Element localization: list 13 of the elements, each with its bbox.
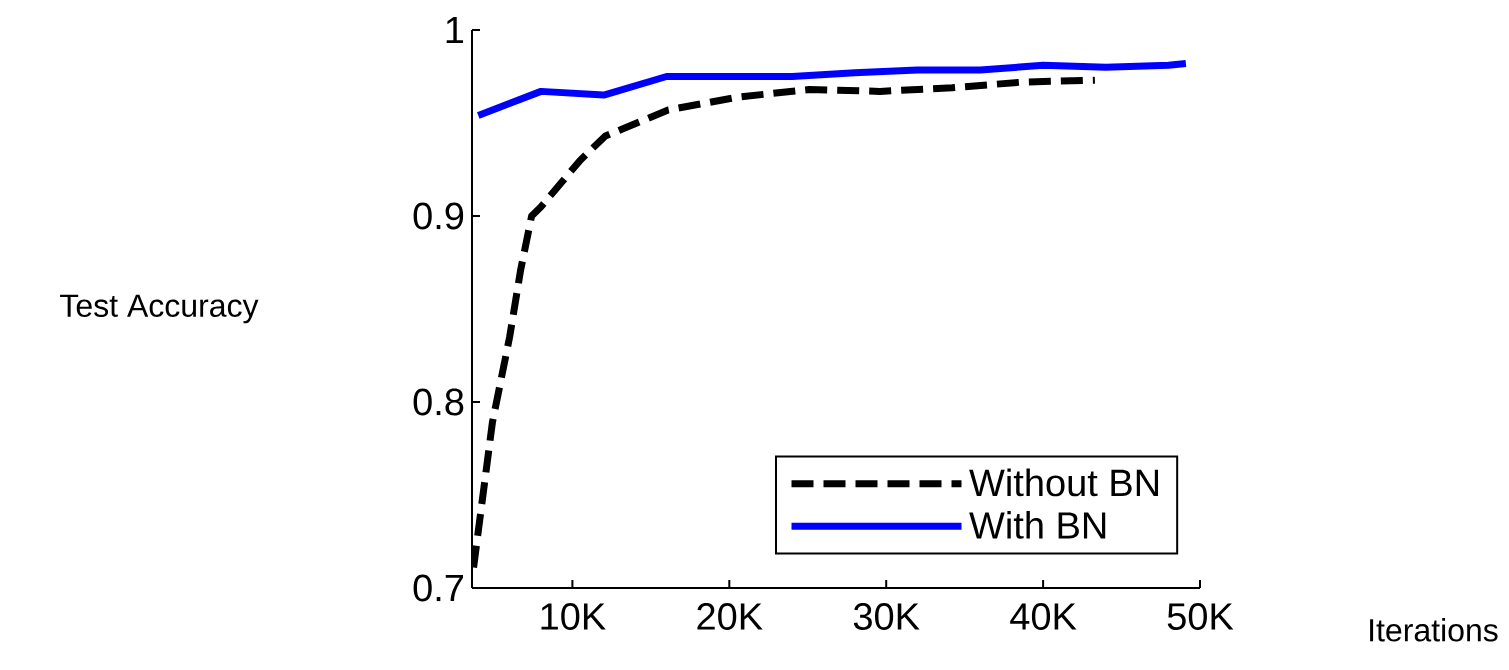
x-tick-label: 50K [1167, 603, 1234, 630]
y-tick-label: 1 [446, 16, 464, 44]
legend-label: Without BN [969, 468, 1159, 497]
legend-label: With BN [969, 510, 1106, 539]
x-tick-label: 10K [541, 603, 606, 630]
x-tick-label: 40K [1010, 603, 1077, 630]
y-tick-label: 0.9 [413, 202, 464, 230]
y-tick-label: 0.8 [413, 388, 464, 416]
y-axis-title: Test Accuracy [60, 294, 259, 324]
x-tick-label: 30K [853, 603, 920, 630]
y-tick-label: 0.7 [413, 574, 464, 602]
x-axis-title: Iterations [1370, 618, 1498, 642]
x-tick-label: 20K [697, 603, 763, 630]
